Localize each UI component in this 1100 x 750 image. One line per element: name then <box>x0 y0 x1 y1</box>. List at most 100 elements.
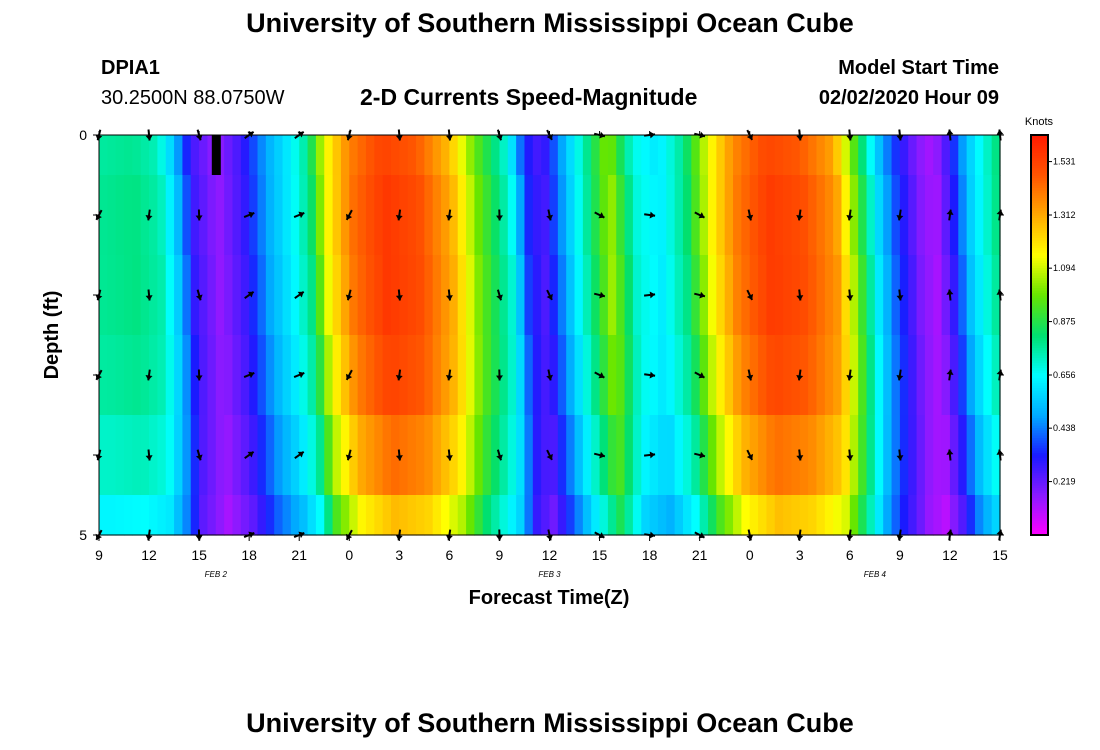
heatmap-cell <box>933 175 943 256</box>
heatmap-cell <box>115 135 125 176</box>
heatmap-cell <box>766 135 776 176</box>
heatmap-cell <box>833 335 843 416</box>
heatmap-cell <box>741 255 751 336</box>
colorbar-segment <box>1031 507 1048 511</box>
heatmap-cell <box>265 135 275 176</box>
heatmap-cell <box>282 135 292 176</box>
heatmap-cell <box>724 495 734 536</box>
heatmap-cell <box>833 135 843 176</box>
heatmap-cell <box>190 175 200 256</box>
heatmap-cell <box>607 255 617 336</box>
heatmap-cell <box>657 495 667 536</box>
colorbar-segment <box>1031 135 1048 139</box>
heatmap-cell <box>816 175 826 256</box>
heatmap-cell <box>140 495 150 536</box>
heatmap-cell <box>224 175 234 256</box>
heatmap-cell <box>449 495 459 536</box>
heatmap-cell <box>549 415 559 496</box>
heatmap-cell <box>340 415 350 496</box>
heatmap-cell <box>607 135 617 176</box>
plot-title: 2-D Currents Speed-Magnitude <box>360 84 698 110</box>
heatmap-cell <box>382 175 392 256</box>
colorbar-segment <box>1031 405 1048 409</box>
heatmap-cell <box>199 335 209 416</box>
heatmap-cell <box>432 495 442 536</box>
colorbar-segment <box>1031 435 1048 439</box>
heatmap-cell <box>382 335 392 416</box>
heatmap-cell <box>682 255 692 336</box>
heatmap-cell <box>274 495 284 536</box>
heatmap-cell <box>766 255 776 336</box>
heatmap-cell <box>758 175 767 256</box>
heatmap-cell <box>716 175 726 256</box>
heatmap-cell <box>332 175 342 256</box>
heatmap-cell <box>941 495 951 536</box>
heatmap-cell <box>99 335 108 416</box>
heatmap-cell <box>474 175 484 256</box>
heatmap-cell <box>874 175 884 256</box>
heatmap-cell <box>966 415 976 496</box>
colorbar-segment <box>1031 325 1048 329</box>
heatmap-cell <box>182 495 192 536</box>
colorbar-segment <box>1031 212 1048 216</box>
colorbar-segment <box>1031 520 1048 524</box>
heatmap-cell <box>574 255 584 336</box>
colorbar-segment <box>1031 332 1048 336</box>
heatmap-cell <box>833 175 843 256</box>
heatmap-cell <box>215 255 225 336</box>
heatmap-cell <box>299 175 309 256</box>
heatmap-cell <box>299 135 309 176</box>
colorbar-segment <box>1031 485 1048 489</box>
heatmap-cell <box>783 255 793 336</box>
heatmap-cell <box>466 495 476 536</box>
current-vector-arrow <box>946 449 954 461</box>
heatmap-cell <box>466 415 476 496</box>
heatmap-cell <box>132 135 142 176</box>
colorbar-segment <box>1031 415 1048 419</box>
current-vector-arrow <box>846 369 854 381</box>
colorbar-segment <box>1031 492 1048 496</box>
current-vector-arrow <box>896 369 904 381</box>
heatmap-cell <box>174 335 184 416</box>
heatmap-cell <box>132 335 142 416</box>
heatmap-cell <box>624 495 634 536</box>
heatmap-cell <box>532 175 542 256</box>
heatmap-cell <box>933 335 943 416</box>
current-vector-arrow <box>643 451 656 459</box>
heatmap-cell <box>232 495 242 536</box>
heatmap-cell <box>933 255 943 336</box>
heatmap-cell <box>541 335 551 416</box>
date-label: FEB 3 <box>538 570 561 579</box>
heatmap-cell <box>541 175 551 256</box>
current-vector-arrow <box>593 291 606 299</box>
heatmap-cell <box>949 335 959 416</box>
heatmap-cell <box>966 495 976 536</box>
heatmap-cell <box>733 135 742 176</box>
heatmap-cell <box>115 415 125 496</box>
heatmap-cell <box>357 495 367 536</box>
heatmap-cell <box>365 175 375 256</box>
current-vector-arrow <box>644 211 656 219</box>
colorbar-segment <box>1031 420 1048 424</box>
heatmap-cell <box>657 255 667 336</box>
heatmap-cell <box>941 255 951 336</box>
colorbar-segment <box>1031 277 1048 281</box>
heatmap-cell <box>908 335 918 416</box>
heatmap-cell <box>724 135 734 176</box>
heatmap-cell <box>324 335 334 416</box>
heatmap-cell <box>883 135 893 176</box>
colorbar-segment <box>1031 480 1048 484</box>
heatmap-cell <box>908 135 918 176</box>
heatmap-cell <box>557 255 567 336</box>
heatmap-cell <box>966 335 976 416</box>
heatmap-cell <box>958 135 968 176</box>
heatmap-cell <box>457 175 467 256</box>
heatmap-cell <box>290 415 300 496</box>
heatmap-cell <box>149 335 158 416</box>
heatmap-cell <box>691 335 701 416</box>
current-vector-arrow <box>345 289 353 301</box>
heatmap-cell <box>491 495 501 536</box>
x-tick-label: 9 <box>896 547 904 563</box>
heatmap-cell <box>616 495 626 536</box>
